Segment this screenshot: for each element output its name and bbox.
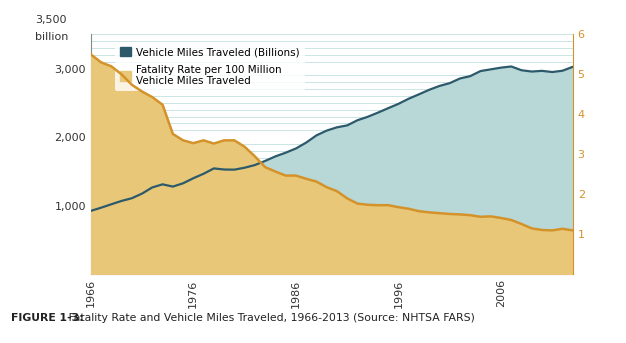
Text: Fatality Rate and Vehicle Miles Traveled, 1966-2013 (Source: NHTSA FARS): Fatality Rate and Vehicle Miles Traveled… <box>65 313 475 323</box>
Legend: Vehicle Miles Traveled (Billions), Fatality Rate per 100 Million
Vehicle Miles T: Vehicle Miles Traveled (Billions), Fatal… <box>115 42 305 92</box>
Text: billion: billion <box>35 32 69 42</box>
Text: FIGURE 1-3:: FIGURE 1-3: <box>11 313 84 323</box>
Text: 3,500: 3,500 <box>35 15 67 25</box>
